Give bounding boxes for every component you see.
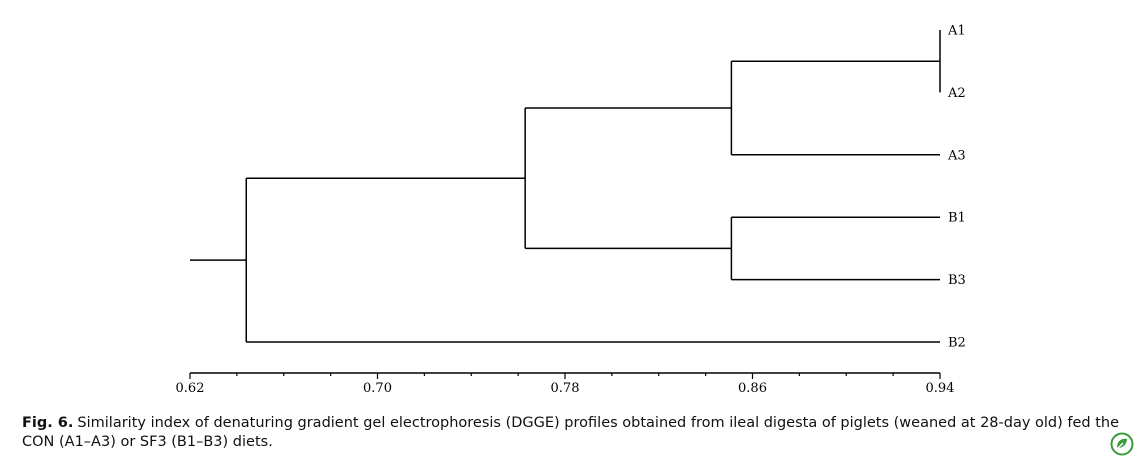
x-tick-label: 0.86 <box>738 381 767 396</box>
x-axis: 0.62 0.70 0.78 0.86 0.94 <box>176 372 955 396</box>
x-tick-label: 0.62 <box>176 381 205 396</box>
x-tick-label: 0.78 <box>551 381 580 396</box>
figure-label: Fig. 6. <box>22 415 74 431</box>
x-tick-label: 0.70 <box>363 381 392 396</box>
leaf-label-a2: A2 <box>947 86 966 101</box>
dendrogram-chart: A1 A2 A3 B1 B3 B2 0.62 0.70 0.78 0.86 0.94 <box>176 24 966 397</box>
figure-caption: Fig. 6. Similarity index of denaturing gr… <box>22 414 1122 452</box>
leaf-label-b2: B2 <box>948 336 966 351</box>
leaf-label-b1: B1 <box>948 211 966 226</box>
dendrogram-branches <box>190 30 941 343</box>
x-tick-label: 0.94 <box>926 381 955 396</box>
leaf-badge-icon[interactable] <box>1110 432 1134 456</box>
leaf-label-a3: A3 <box>947 148 966 163</box>
leaf-labels: A1 A2 A3 B1 B3 B2 <box>947 24 966 351</box>
caption-text: Similarity index of denaturing gradient … <box>22 415 1120 450</box>
leaf-label-b3: B3 <box>948 273 966 288</box>
leaf-label-a1: A1 <box>947 24 966 39</box>
